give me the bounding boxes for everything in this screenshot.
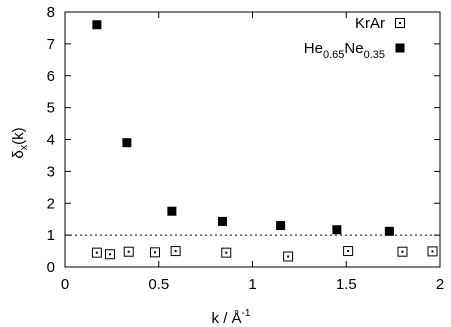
y-tick-label: 0 xyxy=(47,259,55,276)
data-point-series-0 xyxy=(427,246,438,257)
legend-marker-1-shape xyxy=(395,43,405,53)
legend-label-krar: KrAr xyxy=(355,15,385,32)
data-point-series-0 xyxy=(123,246,134,257)
data-point-series-0-dot xyxy=(95,251,98,254)
data-point-series-0 xyxy=(221,247,232,258)
x-axis-label-sup: -1 xyxy=(242,308,251,319)
x-tick-label: 1.5 xyxy=(336,276,357,293)
legend-marker-0-shape xyxy=(395,18,405,28)
x-axis-label: k / Å-1 xyxy=(212,308,251,327)
legend-label-heliumneon: He0.65Ne0.35 xyxy=(304,40,385,61)
data-point-series-0-dot xyxy=(287,255,290,258)
data-point-series-0-dot xyxy=(347,250,350,253)
data-point-series-0 xyxy=(397,246,408,257)
x-tick-label: 0 xyxy=(61,276,69,293)
y-axis-label-suffix: (k) xyxy=(10,127,27,145)
y-tick-label: 7 xyxy=(47,36,55,53)
y-tick-label: 6 xyxy=(47,68,55,85)
legend-label-sub1: 0.65 xyxy=(323,49,344,61)
tick-group: 0 1 2 3 4 5 6 7 8 0 0.5 1 1.5 2 xyxy=(47,4,445,293)
x-tick-label: 0.5 xyxy=(148,276,169,293)
data-point-series-0 xyxy=(343,246,354,257)
x-tick-label: 1 xyxy=(248,276,256,293)
legend-label-he: He xyxy=(304,40,323,57)
y-tick-label: 8 xyxy=(47,4,55,21)
y-tick-label: 1 xyxy=(47,227,55,244)
data-point-series-0 xyxy=(170,246,181,257)
legend-label-ne: Ne xyxy=(344,40,363,57)
data-point-series-1 xyxy=(167,206,177,216)
data-point-series-1 xyxy=(92,20,102,30)
data-point-series-0 xyxy=(91,247,102,258)
x-tick-label: 2 xyxy=(436,276,444,293)
data-point-series-0-dot xyxy=(431,250,434,253)
legend-marker-heliumneon xyxy=(395,43,405,53)
data-point-series-1 xyxy=(384,226,394,236)
data-point-series-0-dot xyxy=(225,251,228,254)
legend-label-sub2: 0.35 xyxy=(364,49,385,61)
data-point-series-0 xyxy=(283,251,294,262)
y-tick-label: 2 xyxy=(47,195,55,212)
legend-marker-0-shape-dot xyxy=(399,22,401,24)
y-axis-label: δx(k) xyxy=(10,127,30,158)
y-axis-label-main: δ xyxy=(10,150,27,158)
data-point-series-1 xyxy=(276,221,286,231)
y-axis-label-sub: x xyxy=(18,144,30,150)
points-group xyxy=(91,20,438,262)
data-point-series-0-dot xyxy=(174,250,177,253)
x-axis-label-main: k / Å xyxy=(212,310,242,327)
data-point-series-0 xyxy=(150,247,160,258)
data-point-series-0-dot xyxy=(401,250,404,253)
y-tick-label: 4 xyxy=(47,132,55,149)
data-point-series-0-dot xyxy=(109,253,111,256)
data-point-series-0-dot xyxy=(127,250,130,253)
y-tick-label: 3 xyxy=(47,163,55,180)
y-tick-label: 5 xyxy=(47,100,55,117)
data-point-series-1 xyxy=(218,216,227,226)
data-point-series-1 xyxy=(332,225,342,235)
data-point-series-1 xyxy=(122,138,132,148)
data-point-series-0-dot xyxy=(154,251,156,254)
legend-marker-krar xyxy=(395,18,405,28)
data-point-series-0 xyxy=(105,249,115,260)
legend: KrAr He0.65Ne0.35 xyxy=(304,15,405,61)
